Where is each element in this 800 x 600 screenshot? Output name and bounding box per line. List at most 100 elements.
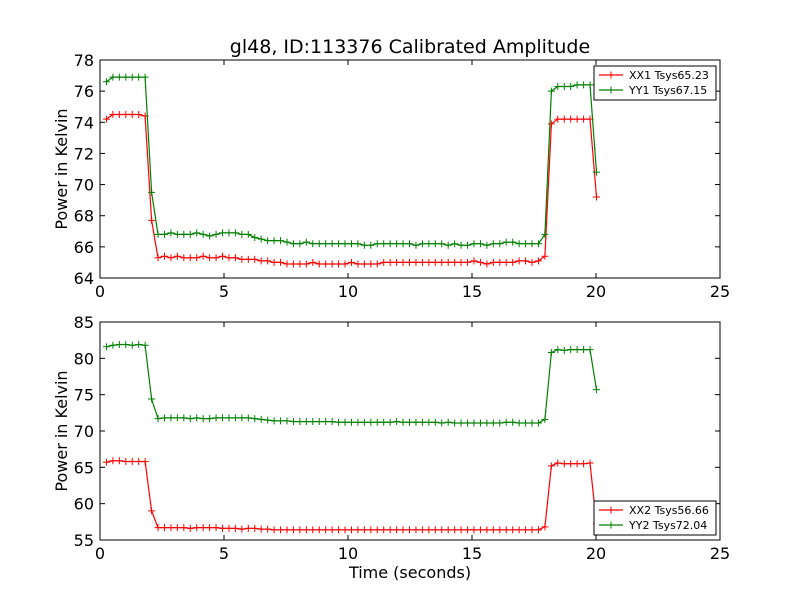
data-point xyxy=(580,81,588,89)
data-point xyxy=(128,341,136,349)
data-point xyxy=(451,526,459,534)
data-point xyxy=(206,415,214,423)
data-point xyxy=(251,524,259,532)
data-point xyxy=(180,414,188,422)
y-tick-label: 80 xyxy=(74,349,94,368)
legend-marker xyxy=(607,71,615,79)
data-point xyxy=(302,260,310,268)
chart-panel-2: 0 5 10 15 20 25 55 60 65 70 75 80 85 Power in Kelvin T… xyxy=(52,313,730,582)
data-point xyxy=(496,258,504,266)
x-tick-label: 20 xyxy=(586,282,606,301)
data-point xyxy=(483,419,491,427)
figure-title: gl48, ID:113376 Calibrated Amplitude xyxy=(230,36,590,58)
data-point xyxy=(199,230,207,238)
data-point xyxy=(470,257,478,265)
data-point xyxy=(173,230,181,238)
data-point xyxy=(109,341,117,349)
data-point xyxy=(328,418,336,426)
data-point xyxy=(393,258,401,266)
data-point xyxy=(444,418,452,426)
series-2 xyxy=(102,73,600,249)
data-point xyxy=(199,252,207,260)
x-tick-label: 25 xyxy=(710,544,730,563)
data-point xyxy=(476,240,484,248)
data-point xyxy=(522,240,530,248)
data-point xyxy=(251,415,259,423)
data-point xyxy=(528,258,536,266)
data-point xyxy=(554,82,562,90)
data-point xyxy=(347,240,355,248)
data-point xyxy=(425,240,433,248)
data-point xyxy=(406,258,414,266)
data-point xyxy=(122,341,130,349)
legend: XX2 Tsys56.66 YY2 Tsys72.04 xyxy=(593,500,717,536)
data-point xyxy=(315,418,323,426)
data-point xyxy=(322,418,330,426)
data-point xyxy=(386,240,394,248)
data-point xyxy=(457,241,465,249)
data-point xyxy=(102,78,110,86)
x-tick-label: 5 xyxy=(219,544,229,563)
data-point xyxy=(360,241,368,249)
data-point xyxy=(373,260,381,268)
data-point xyxy=(457,258,465,266)
data-point xyxy=(444,526,452,534)
data-point xyxy=(315,260,323,268)
data-point xyxy=(102,458,110,466)
data-point xyxy=(502,526,510,534)
data-point xyxy=(141,458,149,466)
data-point xyxy=(425,526,433,534)
data-point xyxy=(489,258,497,266)
data-point xyxy=(193,254,201,262)
chart-panel-1: 0 5 10 15 20 25 64 66 68 70 72 74 76 78 Power in Kelvi… xyxy=(52,51,730,301)
data-point xyxy=(141,341,149,349)
data-point xyxy=(341,418,349,426)
data-point xyxy=(515,419,523,427)
data-point xyxy=(302,238,310,246)
data-point xyxy=(360,418,368,426)
data-point xyxy=(219,252,227,260)
data-point xyxy=(115,73,123,81)
data-point xyxy=(270,258,278,266)
data-point xyxy=(373,240,381,248)
data-point xyxy=(534,257,542,265)
data-point xyxy=(167,254,175,262)
data-point xyxy=(128,458,136,466)
x-tick-label: 20 xyxy=(586,544,606,563)
data-point xyxy=(173,252,181,260)
data-point xyxy=(438,258,446,266)
data-point xyxy=(522,526,530,534)
data-point xyxy=(457,526,465,534)
data-point xyxy=(534,526,542,534)
data-point xyxy=(199,524,207,532)
data-point xyxy=(541,415,549,423)
data-point xyxy=(534,240,542,248)
data-point xyxy=(438,419,446,427)
data-point xyxy=(328,260,336,268)
data-point xyxy=(470,240,478,248)
y-axis-label: Power in Kelvin xyxy=(52,370,71,491)
data-point xyxy=(522,257,530,265)
y-tick-label: 74 xyxy=(74,113,94,132)
data-point xyxy=(244,230,252,238)
data-point xyxy=(341,526,349,534)
data-point xyxy=(509,258,517,266)
data-point xyxy=(193,524,201,532)
data-point xyxy=(109,111,117,118)
data-point xyxy=(167,414,175,422)
data-point xyxy=(399,418,407,426)
data-point xyxy=(186,415,194,423)
data-point xyxy=(464,258,472,266)
data-point xyxy=(296,418,304,426)
data-point xyxy=(212,524,220,532)
data-point xyxy=(309,240,317,248)
data-point xyxy=(283,417,291,425)
data-point xyxy=(309,526,317,534)
data-point xyxy=(257,235,265,243)
data-point xyxy=(102,343,110,351)
data-point xyxy=(251,255,259,263)
y-tick-label: 75 xyxy=(74,386,94,405)
data-point xyxy=(502,258,510,266)
data-point xyxy=(509,238,517,246)
data-point xyxy=(296,240,304,248)
